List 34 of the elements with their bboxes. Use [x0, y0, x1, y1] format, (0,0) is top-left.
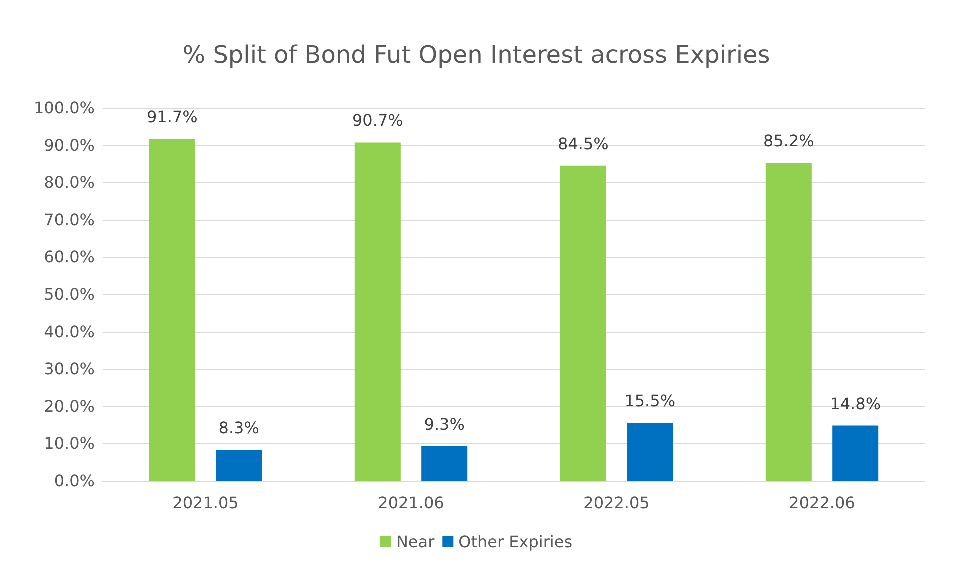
y-tick-label: 10.0%: [44, 434, 95, 454]
y-tick-label: 100.0%: [34, 98, 95, 118]
x-tick-label: 2022.05: [584, 494, 650, 512]
bar: [354, 142, 401, 481]
y-tick-label: 90.0%: [44, 136, 95, 155]
x-tick-label: 2021.06: [378, 494, 444, 512]
bar: [422, 446, 468, 481]
legend-label: Near: [396, 532, 436, 552]
data-label: 14.8%: [830, 394, 882, 414]
y-tick-label: 60.0%: [44, 248, 95, 267]
y-tick-label: 70.0%: [44, 210, 95, 230]
x-tick-label: 2021.05: [172, 494, 239, 512]
y-tick-label: 40.0%: [44, 322, 95, 342]
data-label: 91.7%: [146, 107, 198, 126]
chart-title: % Split of Bond Fut Open Interest across Expiries: [182, 41, 770, 69]
y-tick-label: 20.0%: [44, 396, 95, 416]
bar: [766, 163, 812, 481]
x-tick-label: 2022.06: [789, 494, 856, 512]
y-tick-label: 0.0%: [54, 472, 95, 490]
data-label: 15.5%: [624, 392, 676, 411]
data-label: 85.2%: [763, 132, 814, 151]
y-tick-label: 80.0%: [44, 173, 95, 192]
bar: [149, 138, 196, 481]
bar: [627, 423, 674, 481]
legend-label: Other Expiries: [458, 532, 573, 552]
y-tick-label: 50.0%: [44, 285, 95, 304]
bar: [560, 166, 606, 481]
data-label: 9.3%: [424, 414, 465, 434]
bar: [832, 426, 879, 481]
data-label: 90.7%: [352, 111, 404, 130]
data-label: 84.5%: [558, 134, 609, 154]
y-tick-label: 30.0%: [44, 360, 95, 379]
bar: [216, 450, 262, 481]
data-label: 8.3%: [218, 418, 260, 438]
